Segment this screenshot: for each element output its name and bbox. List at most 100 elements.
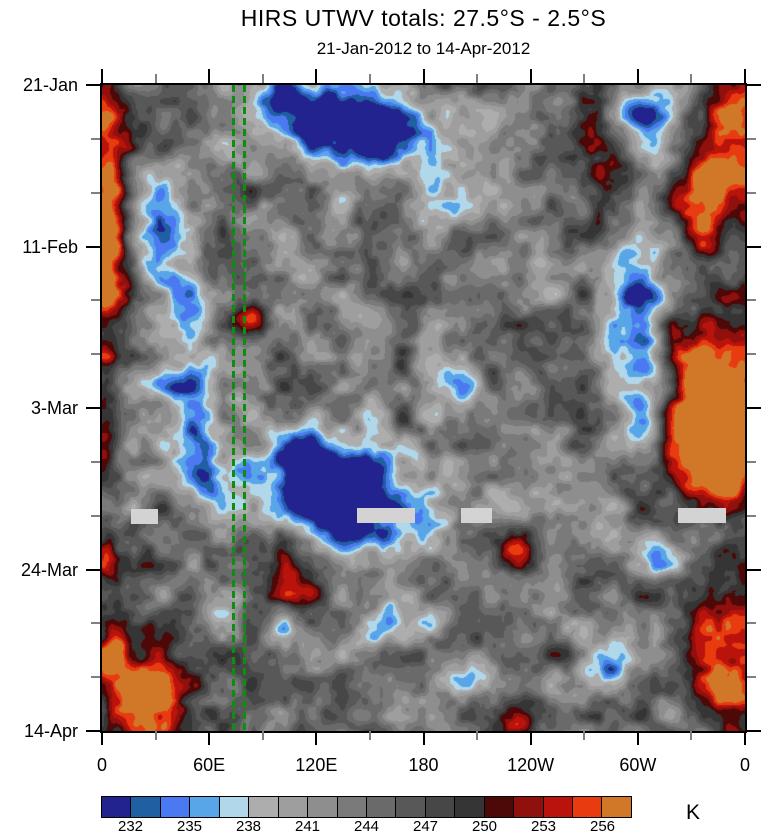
x-major-tick xyxy=(101,69,103,83)
x-major-tick xyxy=(315,69,318,83)
x-major-tick xyxy=(315,731,318,745)
colorbar-swatch xyxy=(602,797,631,817)
contour-field-canvas xyxy=(102,85,745,731)
colorbar-swatch xyxy=(102,797,132,817)
y-tick-label: 11-Feb xyxy=(22,236,78,257)
y-minor-tick xyxy=(91,299,100,302)
reference-line xyxy=(243,85,247,731)
y-major-tick xyxy=(86,84,100,86)
y-minor-tick xyxy=(91,676,100,679)
x-major-tick xyxy=(636,731,639,745)
colorbar-tick-label: 256 xyxy=(589,818,616,834)
y-minor-tick xyxy=(747,622,756,625)
y-major-tick xyxy=(747,84,761,86)
x-minor-tick xyxy=(261,74,264,83)
colorbar-swatch xyxy=(337,797,367,817)
x-tick-label: 180 xyxy=(408,755,439,775)
chart-subtitle: 21-Jan-2012 to 14-Apr-2012 xyxy=(316,39,531,58)
colorbar-swatch xyxy=(249,797,279,817)
x-major-tick xyxy=(422,69,425,83)
x-minor-tick xyxy=(368,74,371,83)
y-minor-tick xyxy=(747,676,756,679)
colorbar-swatch xyxy=(543,797,573,817)
y-major-tick xyxy=(747,407,761,409)
x-tick-label: 60E xyxy=(193,755,226,775)
colorbar-swatch xyxy=(190,797,220,817)
x-minor-tick xyxy=(583,74,586,83)
y-major-tick xyxy=(747,568,761,571)
y-major-tick xyxy=(86,568,100,571)
x-minor-tick xyxy=(476,74,479,83)
x-major-tick xyxy=(744,69,746,83)
x-tick-label: 0 xyxy=(739,755,750,775)
y-minor-tick xyxy=(91,137,100,140)
x-major-tick xyxy=(744,731,746,745)
x-tick-label: 120E xyxy=(295,755,338,775)
y-major-tick xyxy=(86,245,100,248)
y-major-tick xyxy=(86,730,100,732)
y-minor-tick xyxy=(747,137,756,140)
chart-title: HIRS UTWV totals: 27.5°S - 2.5°S xyxy=(240,5,607,31)
colorbar-swatch xyxy=(366,797,397,817)
x-major-tick xyxy=(208,731,211,745)
missing-data-bar xyxy=(130,509,158,525)
y-minor-tick xyxy=(747,514,756,517)
colorbar-swatch xyxy=(514,797,544,817)
y-tick-label: 3-Mar xyxy=(30,398,78,418)
colorbar-swatch xyxy=(308,797,338,817)
colorbar-swatch xyxy=(455,797,485,817)
x-tick-label: 0 xyxy=(96,755,107,775)
x-minor-tick xyxy=(690,74,693,83)
x-minor-tick xyxy=(583,731,586,740)
colorbar-tick-label: 235 xyxy=(176,818,203,834)
x-major-tick xyxy=(529,731,532,745)
colorbar-unit-label: K xyxy=(686,801,701,824)
y-tick-label: 21-Jan xyxy=(22,75,78,95)
colorbar-tick-label: 253 xyxy=(530,818,557,834)
x-minor-tick xyxy=(261,731,264,740)
x-tick-label: 120W xyxy=(507,755,555,775)
missing-data-bar xyxy=(357,508,416,523)
x-minor-tick xyxy=(476,731,479,740)
colorbar-tick-label: 238 xyxy=(235,818,262,834)
colorbar xyxy=(101,796,632,818)
x-minor-tick xyxy=(690,731,693,740)
y-minor-tick xyxy=(747,299,756,302)
x-major-tick xyxy=(208,69,211,83)
y-minor-tick xyxy=(91,622,100,625)
x-minor-tick xyxy=(154,74,157,83)
x-major-tick xyxy=(101,731,103,745)
colorbar-swatch xyxy=(160,797,191,817)
y-tick-label: 14-Apr xyxy=(23,721,78,741)
y-tick-label: 24-Mar xyxy=(20,559,78,580)
y-minor-tick xyxy=(91,191,100,194)
x-minor-tick xyxy=(368,731,371,740)
missing-data-bar xyxy=(460,508,492,523)
colorbar-swatch xyxy=(219,797,250,817)
colorbar-swatch xyxy=(396,797,426,817)
x-tick-label: 60W xyxy=(619,755,657,775)
colorbar-swatch xyxy=(278,797,309,817)
y-minor-tick xyxy=(91,460,100,463)
missing-data-bar xyxy=(678,508,727,523)
colorbar-swatch xyxy=(131,797,161,817)
colorbar-tick-label: 244 xyxy=(353,818,380,834)
y-minor-tick xyxy=(91,514,100,517)
colorbar-tick-label: 247 xyxy=(412,818,439,834)
y-minor-tick xyxy=(747,353,756,356)
y-major-tick xyxy=(86,407,100,409)
colorbar-tick-label: 250 xyxy=(471,818,498,834)
y-major-tick xyxy=(747,730,761,732)
colorbar-tick-label: 232 xyxy=(117,818,144,834)
colorbar-tick-label: 241 xyxy=(294,818,321,834)
x-major-tick xyxy=(529,69,532,83)
y-minor-tick xyxy=(91,353,100,356)
colorbar-swatch xyxy=(573,797,603,817)
x-major-tick xyxy=(422,731,425,745)
reference-line xyxy=(231,85,235,731)
colorbar-swatch xyxy=(425,797,456,817)
x-major-tick xyxy=(636,69,639,83)
y-minor-tick xyxy=(747,191,756,194)
y-minor-tick xyxy=(747,460,756,463)
